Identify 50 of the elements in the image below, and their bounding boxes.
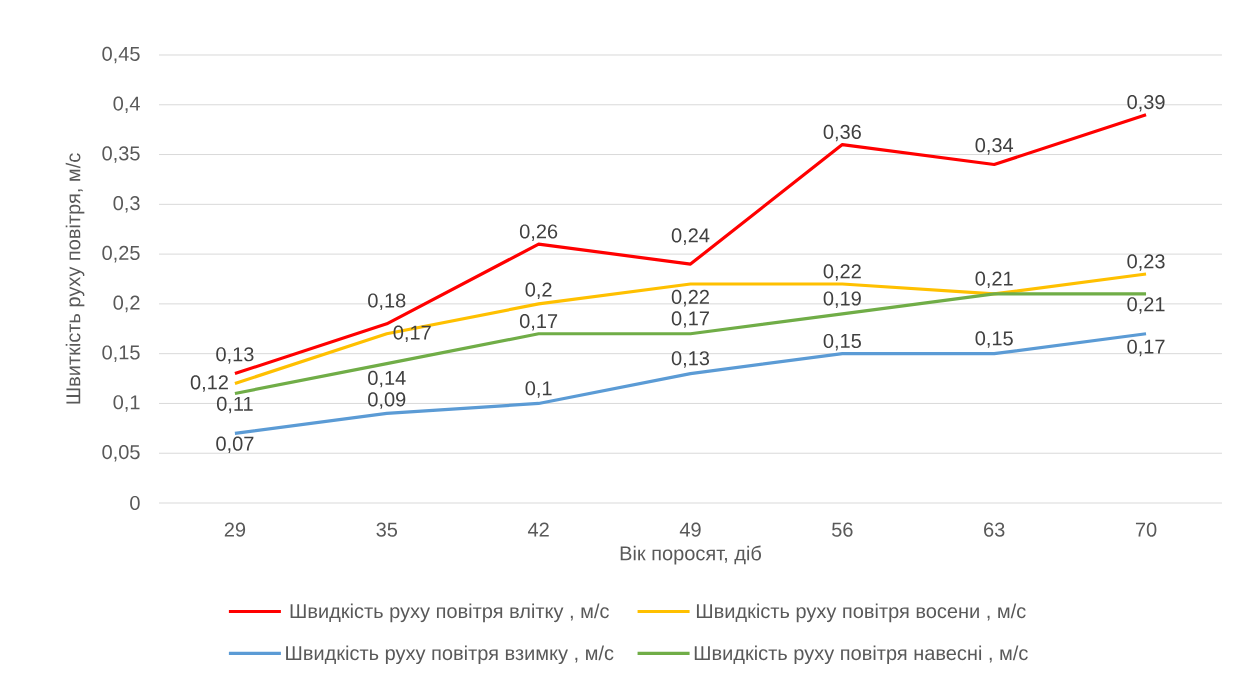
data-label: 0,22 xyxy=(671,289,709,307)
data-label: 0,07 xyxy=(216,436,254,454)
legend-label: Швидкість руху повітря взимку , м/с xyxy=(286,645,614,665)
x-tick-label: 35 xyxy=(376,522,398,537)
data-label: 0,15 xyxy=(823,333,861,351)
data-label: 0,1 xyxy=(525,381,552,398)
data-label: 0,19 xyxy=(823,291,861,308)
data-label: 0,17 xyxy=(1127,339,1165,357)
data-label: 0,17 xyxy=(671,311,709,328)
y-tick-label: 0,15 xyxy=(102,345,140,362)
y-tick-label: 0,3 xyxy=(113,196,140,213)
y-tick-label: 0,25 xyxy=(102,245,140,263)
data-label: 0,39 xyxy=(1127,94,1165,112)
legend-label: Швидкість руху повітря навесні , м/с xyxy=(694,645,1028,665)
data-label: 0,34 xyxy=(975,138,1014,155)
data-label: 0,24 xyxy=(671,228,710,245)
data-label: 0,17 xyxy=(393,325,431,343)
data-label: 0,12 xyxy=(190,375,228,392)
data-label: 0,13 xyxy=(216,347,254,364)
data-label: 0,21 xyxy=(1127,297,1165,314)
x-tick-label: 70 xyxy=(1135,522,1157,537)
data-label: 0,13 xyxy=(671,351,710,368)
y-tick-label: 0,05 xyxy=(102,444,140,462)
x-tick-label: 49 xyxy=(679,522,701,537)
data-label: 0,23 xyxy=(1127,254,1165,271)
data-label: 0,14 xyxy=(368,370,406,388)
x-tick-label: 29 xyxy=(224,522,246,537)
legend-label: Швидкість руху повітря восени , м/с xyxy=(696,603,1026,623)
data-label: 0,17 xyxy=(519,313,558,331)
y-tick-label: 0,45 xyxy=(102,46,140,64)
data-label: 0,21 xyxy=(975,271,1013,289)
data-label: 0,36 xyxy=(823,124,861,142)
data-label: 0,22 xyxy=(823,264,861,281)
data-label: 0,2 xyxy=(525,282,552,299)
x-tick-label: 63 xyxy=(984,522,1005,537)
x-axis-title: Вік поросят, діб xyxy=(620,545,761,565)
data-label: 0,09 xyxy=(368,392,406,409)
data-label: 0,26 xyxy=(519,224,558,241)
data-label: 0,15 xyxy=(975,331,1013,348)
x-tick-label: 56 xyxy=(832,522,853,537)
y-tick-label: 0,35 xyxy=(102,146,140,163)
y-tick-label: 0,2 xyxy=(113,295,140,313)
data-label: 0,18 xyxy=(368,293,406,310)
y-axis-title: Швиткість руху повітря, м/с xyxy=(65,153,85,404)
y-tick-label: 0,1 xyxy=(113,395,140,412)
data-label: 0,11 xyxy=(216,396,253,414)
y-tick-label: 0 xyxy=(130,495,140,511)
legend-label: Швидкість руху повітря влітку , м/с xyxy=(290,603,609,623)
y-tick-label: 0,4 xyxy=(113,96,140,114)
x-tick-label: 42 xyxy=(527,522,549,537)
